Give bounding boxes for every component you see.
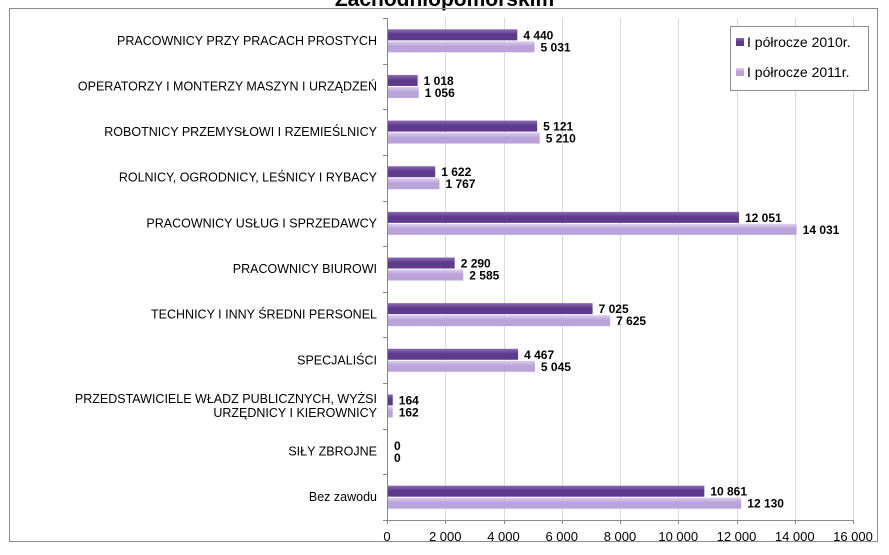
bar-2010 (388, 211, 739, 223)
legend-label-2011: I półrocze 2011r. (747, 64, 849, 80)
legend-swatch-2011 (736, 68, 744, 76)
category-label: PRZEDSTAWICIELE WŁADZ PUBLICZNYCH, WYŻSI… (75, 392, 378, 420)
bar-2011 (388, 497, 742, 509)
legend: I półrocze 2010r. I półrocze 2011r. (730, 26, 869, 91)
category-label: ROLNICY, OGRODNICY, LEŚNICY I RYBACY (119, 170, 378, 185)
bar-2011 (388, 269, 464, 281)
value-label-2010: 7 025 (599, 302, 629, 316)
value-label-2011: 1 767 (445, 177, 475, 191)
category-label: Bez zawodu (309, 490, 377, 504)
value-label-2010: 5 121 (543, 120, 573, 134)
x-tick-label: 16 000 (833, 529, 873, 544)
value-label-2010: 10 861 (710, 485, 747, 499)
x-tick-label: 14 000 (775, 529, 815, 544)
x-tick-label: 4 000 (487, 529, 520, 544)
category-label: ROBOTNICY PRZEMYSŁOWI I RZEMIEŚLNICY (104, 124, 377, 139)
bar-2010 (388, 303, 593, 315)
value-label-2010: 0 (394, 439, 401, 453)
legend-box (730, 26, 869, 91)
bar-2011 (388, 315, 611, 327)
value-label-2010: 1 018 (424, 74, 454, 88)
category-label: OPERATORZY I MONTERZY MASZYN I URZĄDZEŃ (78, 78, 377, 93)
bar-2010 (388, 120, 538, 132)
bar-2010 (388, 29, 518, 41)
value-label-2010: 4 467 (524, 348, 554, 362)
bar-2010 (388, 74, 418, 86)
value-label-2011: 14 031 (803, 223, 840, 237)
bar-2011 (388, 178, 440, 190)
value-label-2010: 4 440 (523, 28, 553, 42)
bar-2011 (388, 132, 540, 144)
value-label-2010: 1 622 (441, 165, 471, 179)
legend-swatch-2010 (736, 38, 744, 46)
value-label-2011: 5 210 (546, 132, 576, 146)
value-label-2011: 12 130 (747, 497, 784, 511)
value-label-2011: 7 625 (616, 314, 646, 328)
category-label: TECHNICY I INNY ŚREDNI PERSONEL (151, 307, 377, 322)
category-label: PRACOWNICY BIUROWI (233, 262, 377, 276)
value-label-2011: 1 056 (425, 86, 455, 100)
value-label-2011: 2 585 (469, 269, 499, 283)
chart-title: Zachodniopomorskim (0, 0, 889, 12)
legend-label-2010: I półrocze 2010r. (747, 34, 851, 50)
bar-2011 (388, 223, 797, 235)
value-label-2010: 12 051 (745, 211, 782, 225)
x-tick-label: 6 000 (545, 529, 578, 544)
value-label-2011: 0 (394, 451, 401, 465)
chart-border (9, 8, 878, 542)
bar-2011 (388, 360, 535, 372)
value-label-2011: 5 031 (541, 40, 571, 54)
x-tick-label: 8 000 (604, 529, 637, 544)
bar-2011 (388, 86, 419, 98)
x-tick-label: 12 000 (717, 529, 757, 544)
bar-2010 (388, 485, 705, 497)
tick-labels: 0 2 000 4 000 6 000 8 000 10 000 12 000 14 000 1… (383, 529, 873, 544)
axes (383, 18, 854, 524)
category-label: PRACOWNICY USŁUG I SPRZEDAWCY (146, 216, 377, 230)
x-tick-label: 0 (383, 529, 390, 544)
value-label-2011: 5 045 (541, 360, 571, 374)
value-label-2011: 162 (399, 405, 419, 419)
category-label: PRACOWNICY PRZY PRACACH PROSTYCH (117, 34, 377, 48)
bar-2010 (388, 257, 455, 269)
bar-2011 (388, 406, 393, 418)
category-label: SPECJALIŚCI (297, 352, 377, 367)
value-label-2010: 164 (399, 393, 419, 407)
bars (388, 29, 797, 509)
gridlines (445, 18, 854, 520)
bar-2010 (388, 166, 436, 178)
value-label-2010: 2 290 (461, 257, 491, 271)
bar-2011 (388, 41, 535, 53)
category-labels: PRACOWNICY PRZY PRACACH PROSTYCH OPERATOR… (75, 34, 378, 504)
x-tick-label: 10 000 (658, 529, 698, 544)
bar-2010 (388, 394, 393, 406)
x-tick-label: 2 000 (429, 529, 462, 544)
bar-2010 (388, 348, 519, 360)
category-label: SIŁY ZBROJNE (288, 445, 377, 459)
